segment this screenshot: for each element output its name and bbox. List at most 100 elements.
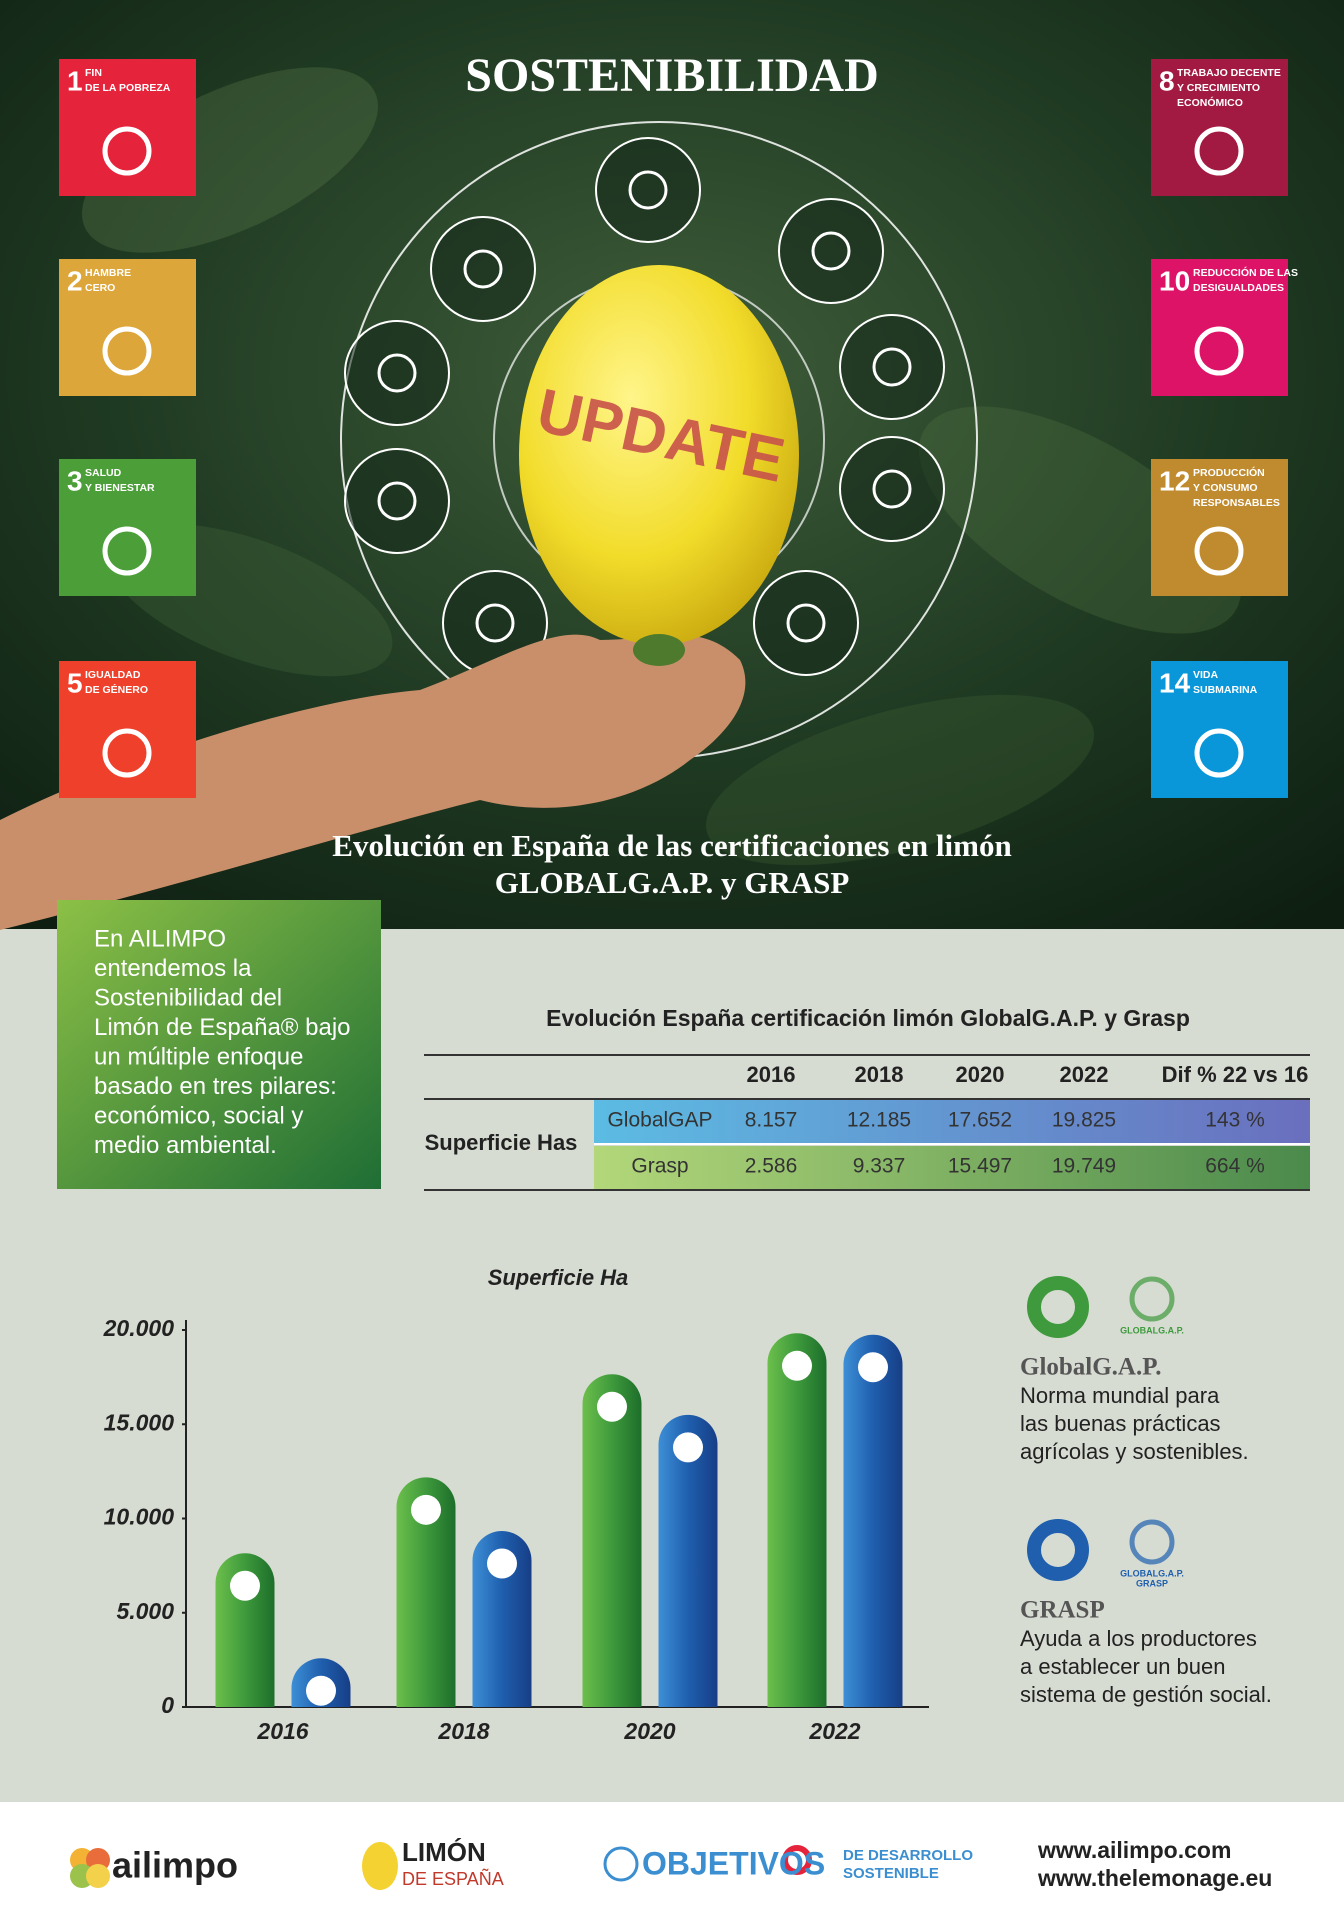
x-tick-label: 2016	[256, 1718, 308, 1744]
column-header: 2022	[1060, 1062, 1109, 1087]
sdg-label: DESIGUALDADES	[1193, 282, 1284, 294]
table-title: Evolución España certificación limón Glo…	[546, 1005, 1190, 1031]
ailimpo-logo	[70, 1848, 110, 1888]
table-cell: 19.749	[1052, 1155, 1116, 1178]
bar	[472, 1530, 532, 1707]
sdg-label: HAMBRE	[85, 267, 131, 279]
x-tick-label: 2022	[808, 1718, 860, 1744]
table-cell: 12.185	[847, 1109, 911, 1132]
column-header: Dif % 22 vs 16	[1162, 1062, 1309, 1087]
legend-marker	[1027, 1276, 1089, 1338]
icon-circle	[595, 137, 701, 243]
y-tick-label: 20.000	[103, 1315, 175, 1341]
intro-line: Limón de España® bajo	[94, 1014, 351, 1041]
bar	[582, 1374, 642, 1707]
limon: LIMÓN	[402, 1837, 486, 1867]
sdg-icon	[102, 126, 152, 176]
sdg-number: 12	[1159, 465, 1190, 496]
sdg-label: TRABAJO DECENTE	[1177, 67, 1281, 79]
sdg-label: REDUCCIÓN DE LAS	[1193, 266, 1298, 279]
sdg-icon	[102, 526, 152, 576]
icon-circle	[344, 448, 450, 554]
icon-circle	[839, 436, 945, 542]
sdg-icon	[102, 728, 152, 778]
table: Evolución España certificación limón Glo…	[424, 1005, 1310, 1191]
bar	[396, 1477, 456, 1707]
sdg-label: Y BIENESTAR	[85, 482, 155, 494]
sdg-wheel	[782, 1845, 812, 1875]
limon-logo	[362, 1842, 398, 1890]
legend-logo	[1129, 1276, 1175, 1322]
row-group: Superficie Has	[425, 1130, 578, 1155]
sdg-label: FIN	[85, 67, 102, 79]
icon-glyph	[872, 469, 912, 509]
logo-text: GLOBALG.A.P.	[1120, 1568, 1184, 1578]
bar-dot	[411, 1494, 441, 1525]
column-header: 2018	[855, 1062, 904, 1087]
icon-glyph	[377, 353, 417, 393]
table-row	[594, 1100, 1310, 1143]
legend-logo	[1129, 1519, 1175, 1565]
icon-circle	[839, 314, 945, 420]
page-title: SOSTENIBILIDAD	[465, 49, 878, 102]
legend-desc: Norma mundial para	[1020, 1383, 1220, 1408]
legend-marker	[1027, 1519, 1089, 1581]
sdg-icon	[102, 326, 152, 376]
icon-circle	[778, 198, 884, 304]
subtitle: Evolución en España de las certificacion…	[332, 828, 1011, 900]
bar-dot	[673, 1432, 703, 1463]
icon-glyph	[475, 603, 515, 643]
bar-dot	[306, 1675, 336, 1706]
icon-glyph	[377, 481, 417, 521]
ods-sub: SOSTENIBLE	[843, 1865, 939, 1882]
brand: ailimpo	[112, 1845, 238, 1886]
column-header: 2016	[747, 1062, 796, 1087]
table-cell: 143 %	[1205, 1109, 1265, 1132]
x-tick-label: 2020	[623, 1718, 675, 1744]
lemon-stem	[633, 634, 685, 666]
table-cell: 664 %	[1205, 1155, 1265, 1178]
bar-dot	[230, 1570, 260, 1601]
lemon	[519, 265, 799, 645]
sdg-label: SUBMARINA	[1193, 684, 1258, 696]
table-cell: 19.825	[1052, 1109, 1116, 1132]
chart: Superficie Ha 0 5.000 10.000 15.000 20.000 201…	[103, 1265, 929, 1744]
logo-text: GLOBALG.A.P.	[1120, 1325, 1184, 1335]
sdg-number: 8	[1159, 65, 1175, 96]
table-cell: 15.497	[948, 1155, 1012, 1178]
intro-box	[57, 900, 381, 1189]
row-name: Grasp	[631, 1155, 688, 1178]
logo-text: GRASP	[1136, 1578, 1168, 1588]
sdg-number: 10	[1159, 265, 1190, 296]
link: www.ailimpo.com	[1037, 1837, 1231, 1863]
subtitle-line: GLOBALG.A.P. y GRASP	[495, 865, 850, 900]
legend-desc: agrícolas y sostenibles.	[1020, 1439, 1249, 1464]
sdg-icon	[1194, 526, 1244, 576]
limon-sub: DE ESPAÑA	[402, 1868, 504, 1889]
y-tick-label: 5.000	[116, 1598, 174, 1624]
y-tick-label: 0	[161, 1692, 174, 1718]
icon-glyph	[628, 170, 668, 210]
sdg-number: 14	[1159, 667, 1191, 698]
intro-line: Sostenibilidad del	[94, 984, 282, 1011]
sdg-label: DE GÉNERO	[85, 683, 148, 696]
y-tick-label: 15.000	[104, 1409, 175, 1435]
sdg-label: IGUALDAD	[85, 669, 141, 681]
table-cell: 9.337	[853, 1155, 906, 1178]
icon-circle	[430, 216, 536, 322]
icon-circle	[753, 570, 859, 676]
legend-desc: a establecer un buen	[1020, 1654, 1226, 1679]
hand	[0, 634, 746, 930]
sdg-label: Y CRECIMIENTO	[1177, 82, 1260, 94]
footer-background	[0, 1802, 1344, 1916]
bar-dot	[487, 1548, 517, 1579]
icon-ring	[344, 137, 945, 676]
chart-title: Superficie Ha	[488, 1265, 629, 1290]
sdg-icon	[1194, 326, 1244, 376]
bar	[843, 1334, 903, 1707]
row-name: GlobalGAP	[607, 1109, 712, 1132]
intro-line: medio ambiental.	[94, 1132, 277, 1159]
